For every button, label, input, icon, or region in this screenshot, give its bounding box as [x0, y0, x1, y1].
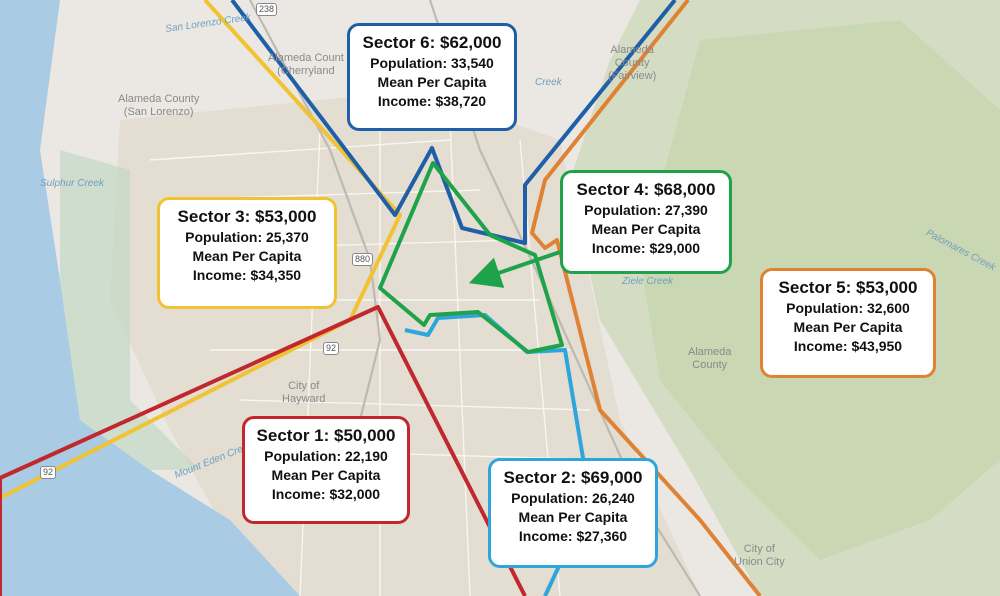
sector3-callout: Sector 3: $53,000 Population: 25,370 Mea…: [157, 197, 337, 309]
sector6-income: Income: $38,720: [377, 93, 487, 109]
sector1-callout: Sector 1: $50,000 Population: 22,190 Mea…: [242, 416, 410, 524]
sector5-callout: Sector 5: $53,000 Population: 32,600 Mea…: [760, 268, 936, 378]
sector1-population: Population: 22,190: [264, 448, 388, 464]
sector6-boundary: [230, 0, 677, 245]
place-label-hayward: City of Hayward: [282, 380, 326, 405]
place-label-cherryland: Alameda Count (Cherryland: [268, 52, 344, 77]
sector4-title: Sector 4: $68,000: [576, 180, 716, 199]
route-shield-92-b: 92: [40, 466, 57, 479]
sector5-income-label: Mean Per Capita: [793, 319, 903, 335]
sector6-population: Population: 33,540: [370, 55, 494, 71]
sector5-boundary: [530, 0, 762, 596]
sector6-title: Sector 6: $62,000: [362, 33, 502, 52]
bay-water: [0, 0, 300, 596]
sector3-title: Sector 3: $53,000: [177, 207, 317, 226]
water-label-ziele-creek: Ziele Creek: [622, 276, 674, 287]
water-label-sulphur-creek: Sulphur Creek: [40, 178, 104, 189]
sector2-income-label: Mean Per Capita: [518, 509, 628, 525]
sector2-income: Income: $27,360: [518, 528, 628, 544]
sector1-boundary: [0, 305, 527, 596]
sector4-population: Population: 27,390: [584, 202, 708, 218]
sector3-population: Population: 25,370: [185, 229, 309, 245]
sector2-callout: Sector 2: $69,000 Population: 26,240 Mea…: [488, 458, 658, 568]
sector1-income: Income: $32,000: [271, 486, 381, 502]
sector3-income: Income: $34,350: [192, 267, 302, 283]
route-shield-880: 880: [352, 253, 374, 266]
place-label-union-city: City of Union City: [734, 543, 785, 568]
sector3-boundary: [0, 0, 402, 500]
route-shield-238: 238: [256, 3, 278, 16]
water-label-creek-top: Creek: [535, 77, 562, 88]
sector5-income: Income: $43,950: [793, 338, 903, 354]
sector6-income-label: Mean Per Capita: [377, 74, 487, 90]
sector4-callout: Sector 4: $68,000 Population: 27,390 Mea…: [560, 170, 732, 274]
sector6-callout: Sector 6: $62,000 Population: 33,540 Mea…: [347, 23, 517, 131]
sector2-title: Sector 2: $69,000: [503, 468, 643, 487]
sector1-income-label: Mean Per Capita: [271, 467, 381, 483]
sector1-title: Sector 1: $50,000: [256, 426, 396, 445]
place-label-alameda-county: Alameda County: [688, 346, 732, 371]
sector4-income-label: Mean Per Capita: [591, 221, 701, 237]
sector3-income-label: Mean Per Capita: [192, 248, 302, 264]
place-label-san-lorenzo: Alameda County (San Lorenzo): [118, 93, 200, 118]
sector4-income: Income: $29,000: [591, 240, 701, 256]
shoreline-marsh: [60, 150, 200, 470]
sector4-boundary: [378, 161, 564, 354]
sector2-population: Population: 26,240: [511, 490, 635, 506]
place-label-fairview: Alameda County (Fairview): [608, 44, 657, 82]
sector4-pointer-arrow: [468, 250, 561, 288]
route-shield-92-a: 92: [323, 342, 340, 355]
sector5-title: Sector 5: $53,000: [778, 278, 918, 297]
sector5-population: Population: 32,600: [786, 300, 910, 316]
